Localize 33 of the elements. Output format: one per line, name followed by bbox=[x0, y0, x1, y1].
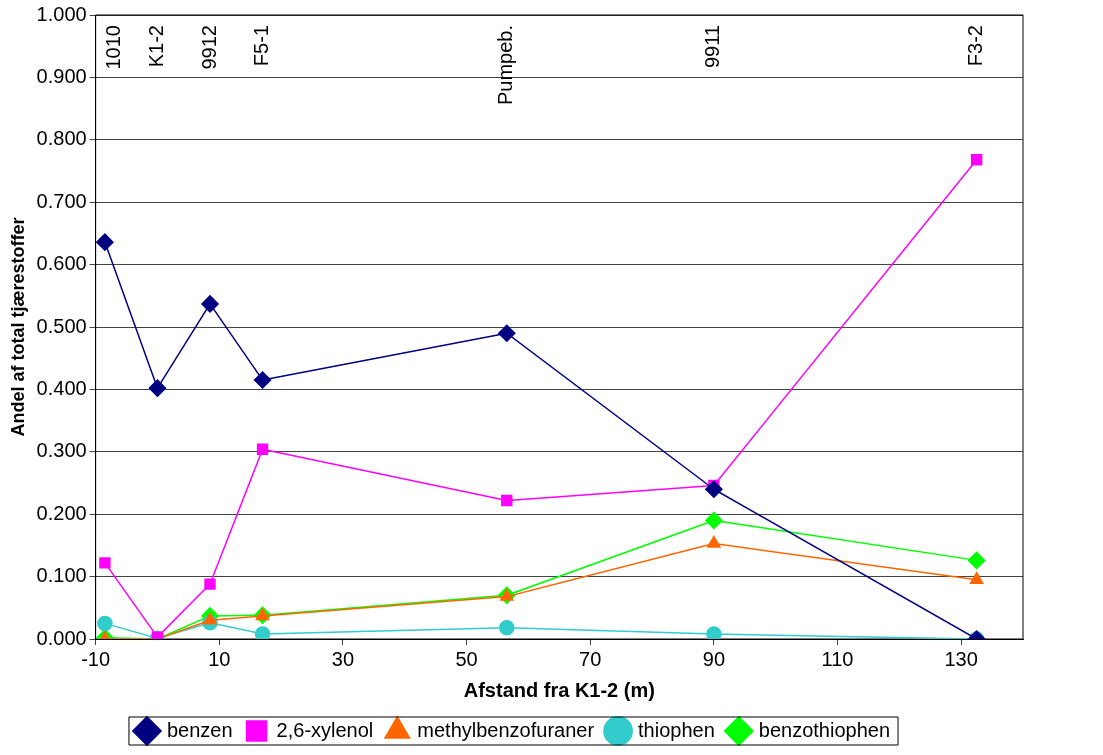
y-tick-label: 0.400 bbox=[36, 376, 87, 399]
y-tick-label: 0.700 bbox=[36, 189, 87, 212]
y-tick-label: 1.000 bbox=[36, 2, 87, 25]
x-tick-label: 110 bbox=[821, 647, 854, 670]
x-tick-label: 70 bbox=[579, 647, 602, 670]
x-tick-label: -10 bbox=[81, 647, 111, 670]
y-tick-label: 0.900 bbox=[36, 64, 87, 87]
annotation: Pumpeb. bbox=[494, 25, 517, 106]
legend-label: thiophen bbox=[638, 718, 715, 741]
x-tick-label: 50 bbox=[455, 647, 478, 670]
annotation: 9911 bbox=[701, 25, 724, 69]
annotation: K1-2 bbox=[144, 25, 167, 68]
annotation: 9912 bbox=[197, 25, 220, 70]
x-axis-title: Afstand fra K1-2 (m) bbox=[463, 678, 655, 701]
x-tick-label: 130 bbox=[944, 647, 978, 670]
legend-label: methylbenzofuraner bbox=[417, 718, 595, 741]
legend-label: 2,6-xylenol bbox=[276, 718, 374, 741]
legend-label: benzothiophen bbox=[758, 718, 891, 741]
legend-label: benzen bbox=[166, 718, 233, 741]
y-tick-label: 0.500 bbox=[36, 314, 87, 337]
x-tick-label: 10 bbox=[208, 647, 231, 670]
annotation: F3-2 bbox=[964, 25, 987, 67]
x-tick-label: 30 bbox=[331, 647, 355, 670]
annotation: F5-1 bbox=[250, 25, 273, 67]
y-tick-label: 0.600 bbox=[36, 252, 87, 275]
annotation: 1010 bbox=[102, 25, 125, 70]
y-tick-label: 0.000 bbox=[36, 626, 87, 649]
x-tick-label: 90 bbox=[702, 647, 726, 670]
y-axis-title: Andel af total tjærestoffer bbox=[7, 217, 28, 437]
y-tick-label: 0.100 bbox=[36, 564, 87, 587]
y-tick-label: 0.200 bbox=[36, 501, 87, 524]
y-tick-label: 0.300 bbox=[36, 439, 87, 462]
y-tick-label: 0.800 bbox=[36, 127, 87, 150]
